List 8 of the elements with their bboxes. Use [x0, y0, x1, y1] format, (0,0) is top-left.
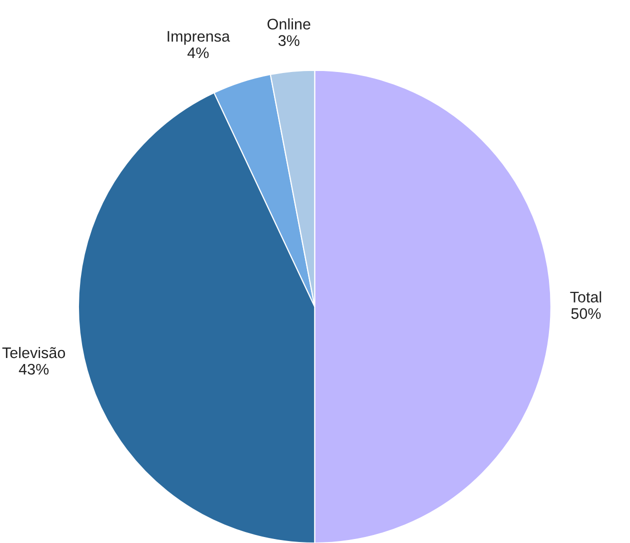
slice-label: Televisão: [2, 346, 66, 358]
slice-label: Imprensa: [168, 31, 230, 45]
data-label: 50%: [571, 308, 601, 319]
slice-label: Online: [268, 18, 310, 30]
data-label: 3%: [278, 35, 300, 46]
slice-label: Total: [570, 291, 602, 303]
data-label: 4%: [187, 47, 209, 58]
data-label: 43%: [18, 364, 49, 375]
